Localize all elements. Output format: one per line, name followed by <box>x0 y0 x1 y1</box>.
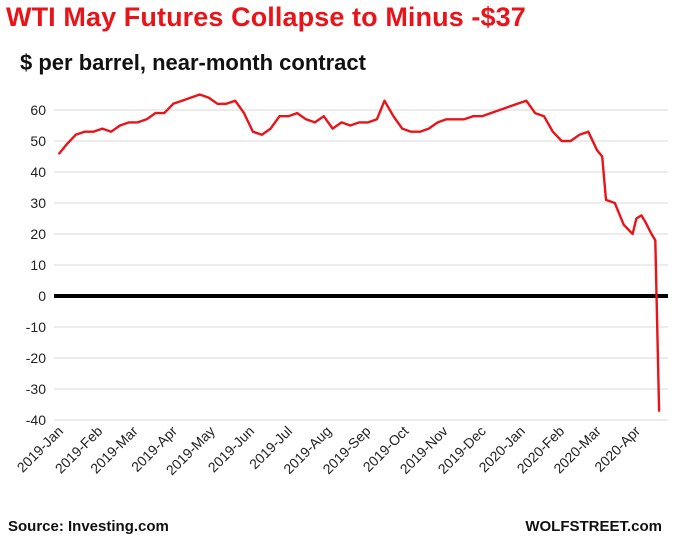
data-point <box>110 130 113 133</box>
y-tick-label: 30 <box>30 195 46 211</box>
data-points <box>58 93 660 412</box>
data-point <box>66 143 68 146</box>
data-point <box>314 121 316 124</box>
data-point <box>569 140 572 142</box>
data-point <box>376 118 378 121</box>
data-point <box>234 99 237 102</box>
data-point <box>516 102 519 105</box>
data-point <box>525 99 528 102</box>
data-point <box>243 112 245 114</box>
data-point <box>367 121 369 124</box>
grid-lines <box>54 109 668 421</box>
y-tick-label: -40 <box>26 412 46 428</box>
data-point <box>543 115 545 118</box>
data-point <box>551 130 554 133</box>
data-point <box>658 409 660 412</box>
data-point <box>340 121 343 124</box>
y-tick-label: 0 <box>38 288 46 304</box>
data-point <box>419 130 421 133</box>
data-point <box>322 115 325 118</box>
data-point <box>507 106 510 108</box>
data-point <box>216 102 219 105</box>
data-point <box>172 102 175 105</box>
data-point <box>578 133 581 136</box>
data-point <box>596 149 598 152</box>
chart-subtitle: $ per barrel, near-month contract <box>20 50 366 75</box>
data-point <box>631 233 634 235</box>
data-point <box>601 155 604 158</box>
y-tick-label: 10 <box>30 257 46 273</box>
data-point <box>207 96 210 99</box>
data-point <box>472 115 474 118</box>
data-point <box>58 152 61 155</box>
y-tick-label: -20 <box>26 350 46 366</box>
data-point <box>605 199 607 201</box>
data-point <box>392 115 395 118</box>
data-point <box>101 127 104 130</box>
data-point <box>163 112 166 114</box>
data-point <box>305 118 307 121</box>
data-point <box>331 127 334 130</box>
data-point <box>278 115 281 118</box>
data-point <box>287 115 290 118</box>
data-point <box>622 223 625 226</box>
chart-title: WTI May Futures Collapse to Minus -$37 <box>6 2 526 32</box>
data-point <box>640 214 643 217</box>
data-point <box>74 133 77 136</box>
data-point <box>635 217 638 220</box>
source-note: Source: Investing.com <box>8 518 169 535</box>
data-point <box>145 118 148 121</box>
data-point <box>190 96 192 99</box>
data-point <box>650 233 653 235</box>
data-point <box>154 112 157 114</box>
data-point <box>349 124 352 127</box>
data-point <box>83 130 86 133</box>
data-point <box>260 133 263 136</box>
data-point <box>225 102 228 105</box>
data-point <box>198 93 201 96</box>
y-tick-labels: 60 50 40 30 20 10 0 -10 -20 -30 -40 <box>26 102 46 428</box>
data-point <box>613 202 616 204</box>
data-point <box>181 99 183 102</box>
data-point <box>534 112 536 114</box>
data-point <box>401 127 404 130</box>
data-point <box>644 220 647 223</box>
data-point <box>560 140 563 142</box>
data-point <box>654 239 657 242</box>
x-tick-labels: 2019-Jan2019-Feb2019-Mar2019-Apr2019-May… <box>14 423 644 479</box>
data-point <box>489 112 492 114</box>
data-point <box>498 109 501 111</box>
series-line <box>58 93 661 412</box>
data-point <box>92 130 95 133</box>
y-tick-label: -10 <box>26 319 46 335</box>
data-point <box>252 130 254 133</box>
brand-label: WOLFSTREET.com <box>525 518 662 535</box>
data-point <box>269 127 272 130</box>
data-point <box>427 127 430 130</box>
data-point <box>445 118 448 121</box>
y-tick-label: 20 <box>30 226 46 242</box>
data-point <box>383 99 386 102</box>
y-tick-label: 50 <box>30 133 46 149</box>
data-point <box>119 124 121 127</box>
data-point <box>587 130 590 133</box>
data-point <box>410 130 412 133</box>
data-point <box>296 112 299 114</box>
data-point <box>481 115 483 118</box>
y-tick-label: -30 <box>26 381 46 397</box>
data-point <box>436 121 439 124</box>
data-point <box>358 121 361 124</box>
data-point <box>454 118 457 121</box>
data-point <box>463 118 466 121</box>
y-tick-label: 40 <box>30 164 46 180</box>
data-point <box>136 121 139 124</box>
y-tick-label: 60 <box>30 102 46 118</box>
data-point <box>127 121 130 124</box>
